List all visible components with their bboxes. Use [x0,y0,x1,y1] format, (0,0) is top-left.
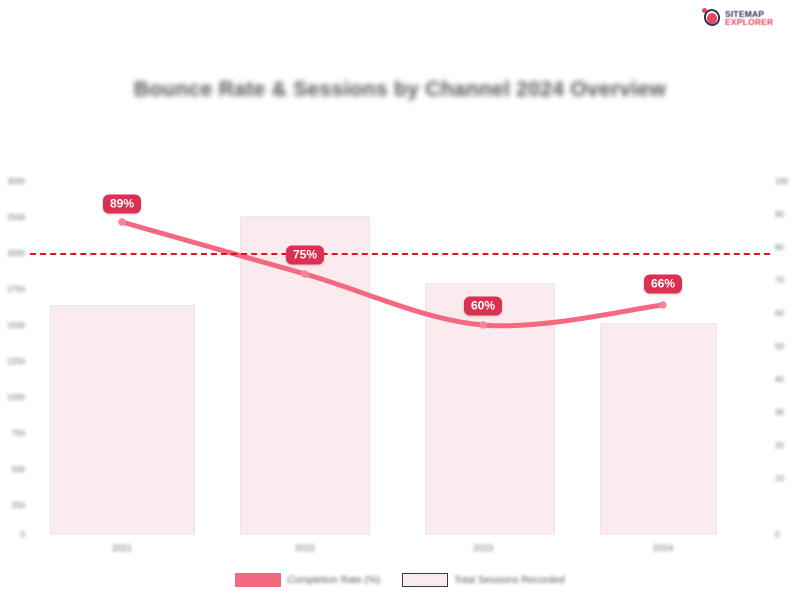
legend-swatch-icon [235,573,282,587]
y-tick-right: 100 [775,177,789,186]
logo-line-2: EXPLORER [725,17,774,27]
y-tick-right: 0 [775,530,780,539]
logo-mark-icon [701,6,723,29]
logo-line-1: SITEMAP [725,8,765,19]
legend-label: Total Sessions Recorded [454,574,565,586]
x-axis-label-2023: 2023 [472,543,494,553]
brand-logo: SITEMAP EXPLORER [701,4,794,32]
logo-dot-icon [707,13,717,24]
y-tick-right: 10 [775,474,784,483]
legend-label: Completion Rate (%) [287,574,381,586]
y-tick-left: 1750 [7,285,25,294]
y-tick-left: 500 [11,465,25,474]
legend-item-1[interactable]: Completion Rate (%) [235,573,380,587]
chart-legend: Completion Rate (%) Total Sessions Record… [0,573,800,587]
y-tick-right: 40 [775,375,784,384]
y-tick-left: 3000 [7,177,25,186]
y-tick-right: 90 [775,210,784,219]
plot-area [30,180,770,535]
y-axis-left: 3000 2500 2000 1750 1500 1250 1000 750 500 250 0 [0,177,30,539]
y-tick-left: 2000 [7,249,25,258]
y-tick-left: 250 [11,501,25,510]
bar-2021[interactable] [50,305,195,535]
y-tick-right: 20 [775,441,784,450]
data-label-2024: 66% [643,274,683,294]
bar-2024[interactable] [600,323,717,535]
data-label-2021: 89% [102,194,142,214]
y-tick-left: 1000 [7,393,25,402]
y-tick-left: 2500 [7,213,25,222]
y-tick-left: 750 [11,429,25,438]
bar-2023[interactable] [425,283,555,535]
y-tick-right: 70 [775,276,784,285]
legend-item-2[interactable]: Total Sessions Recorded [402,573,565,587]
y-tick-right: 60 [775,309,784,318]
y-axis-right: 100 90 80 70 60 50 40 30 20 10 0 [770,177,800,539]
chart-title: Bounce Rate & Sessions by Channel 2024 O… [133,78,667,101]
x-axis-label-2024: 2024 [652,543,674,553]
data-label-2022: 75% [285,245,325,265]
y-tick-left: 1500 [7,321,25,330]
data-label-2023: 60% [463,296,503,316]
target-threshold-line [30,253,770,255]
logo-wordmark: SITEMAP EXPLORER [725,8,774,27]
x-axis-label-2022: 2022 [294,543,316,553]
legend-swatch-icon [402,573,449,587]
line-marker[interactable] [118,218,126,226]
y-tick-left: 0 [20,530,25,539]
y-tick-right: 80 [775,243,784,252]
line-marker[interactable] [659,301,667,309]
y-tick-right: 30 [775,408,784,417]
y-tick-left: 1250 [7,357,25,366]
completion-rate-line [119,219,666,329]
logo-spark-icon [702,8,707,13]
x-axis-label-2021: 2021 [111,543,133,553]
y-tick-right: 50 [775,342,784,351]
